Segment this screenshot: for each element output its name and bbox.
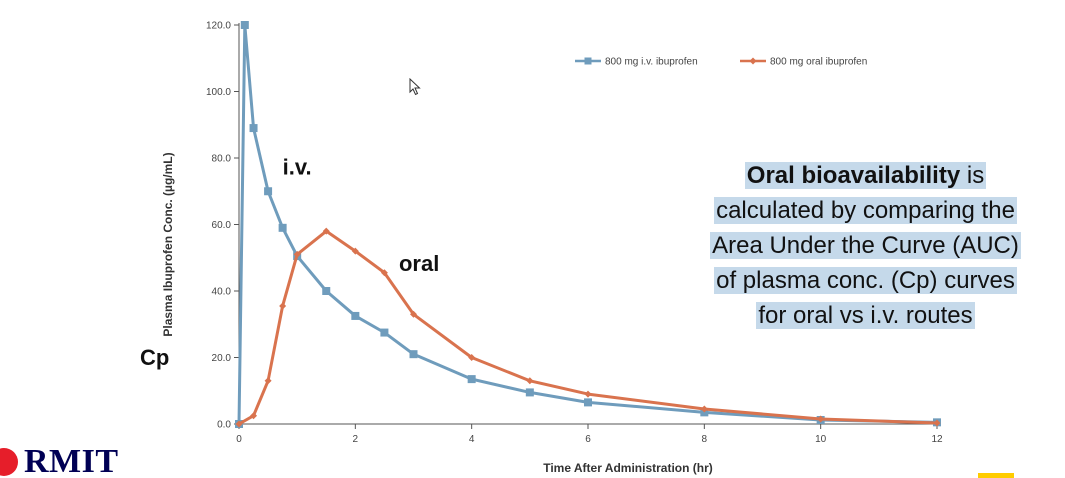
- data-point: [468, 354, 476, 361]
- series-oral: [235, 227, 941, 428]
- y-tick-label: 20.0: [212, 353, 232, 364]
- data-point: [351, 247, 359, 255]
- data-point: [278, 223, 287, 232]
- x-tick-label: 2: [353, 434, 359, 445]
- logo-dot-icon: [0, 448, 18, 476]
- data-point: [250, 412, 258, 420]
- x-tick-label: 8: [702, 434, 708, 445]
- y-tick-label: 40.0: [212, 287, 232, 298]
- legend-marker: [584, 57, 592, 65]
- data-point: [380, 269, 388, 277]
- annotation-label: oral: [399, 251, 439, 276]
- chart-annotations: i.v. oral Cp: [140, 155, 439, 370]
- data-point: [410, 310, 417, 318]
- data-point: [584, 398, 592, 407]
- x-tick-label: 4: [469, 434, 475, 445]
- data-point: [351, 311, 360, 320]
- note-line-1: Oral bioavailability is: [668, 158, 1063, 193]
- legend-marker: [749, 57, 757, 65]
- note-line-2: calculated by comparing the: [714, 197, 1017, 224]
- note-bold-term: Oral bioavailability: [746, 162, 961, 189]
- rmit-logo: RMIT: [0, 443, 119, 478]
- y-tick-label: 120.0: [206, 21, 231, 32]
- data-point: [249, 124, 258, 133]
- data-point: [322, 227, 330, 235]
- data-point: [933, 419, 941, 427]
- corner-accent-bar: [978, 473, 1014, 478]
- data-point: [380, 328, 389, 337]
- data-point: [264, 377, 272, 385]
- y-tick-label: 100.0: [206, 87, 231, 98]
- note-line-1-rest: is: [960, 162, 985, 189]
- x-axis-title: Time After Administration (hr): [543, 461, 713, 475]
- data-point: [409, 350, 418, 359]
- data-point: [700, 405, 708, 413]
- legend-label: 800 mg i.v. ibuprofen: [605, 57, 698, 68]
- x-tick-label: 12: [931, 434, 943, 445]
- note-line-4: of plasma conc. (Cp) curves: [714, 267, 1017, 294]
- x-tick-label: 0: [236, 434, 242, 445]
- data-point: [467, 375, 476, 384]
- data-point: [584, 390, 592, 398]
- data-point: [235, 420, 243, 428]
- legend-item-oral: 800 mg oral ibuprofen: [740, 57, 867, 68]
- x-tick-label: 10: [815, 434, 827, 445]
- data-point: [526, 377, 534, 385]
- data-point: [322, 287, 331, 295]
- legend-label: 800 mg oral ibuprofen: [770, 57, 867, 68]
- data-point: [240, 21, 249, 29]
- legend-item-iv: 800 mg i.v. ibuprofen: [575, 57, 698, 68]
- logo-text: RMIT: [24, 443, 119, 478]
- note-line-3: Area Under the Curve (AUC): [710, 232, 1021, 259]
- data-point: [293, 250, 301, 258]
- data-point: [264, 187, 273, 196]
- y-tick-label: 0.0: [217, 420, 231, 431]
- x-tick-label: 6: [585, 434, 591, 445]
- data-point: [525, 388, 534, 397]
- chart-legend: 800 mg i.v. ibuprofen 800 mg oral ibuprof…: [575, 57, 867, 68]
- data-point: [279, 302, 287, 310]
- chart-axes: 0.0 20.0 40.0 60.0 80.0 100.0 120.0 0 2 4 6 8 10 12 Ti…: [161, 21, 943, 476]
- y-tick-label: 60.0: [212, 220, 232, 231]
- data-point: [817, 415, 825, 423]
- y-axis-title: Plasma Ibuprofen Conc. (µg/mL): [161, 152, 175, 336]
- series-line: [237, 23, 938, 425]
- note-line-5: for oral vs i.v. routes: [756, 302, 975, 329]
- bioavailability-note: Oral bioavailability is calculated by co…: [668, 158, 1063, 333]
- cp-label: Cp: [140, 345, 169, 370]
- chart-series: [235, 21, 941, 428]
- y-tick-label: 80.0: [212, 154, 232, 165]
- mouse-cursor-icon: [409, 78, 421, 96]
- annotation-label: i.v.: [283, 155, 312, 180]
